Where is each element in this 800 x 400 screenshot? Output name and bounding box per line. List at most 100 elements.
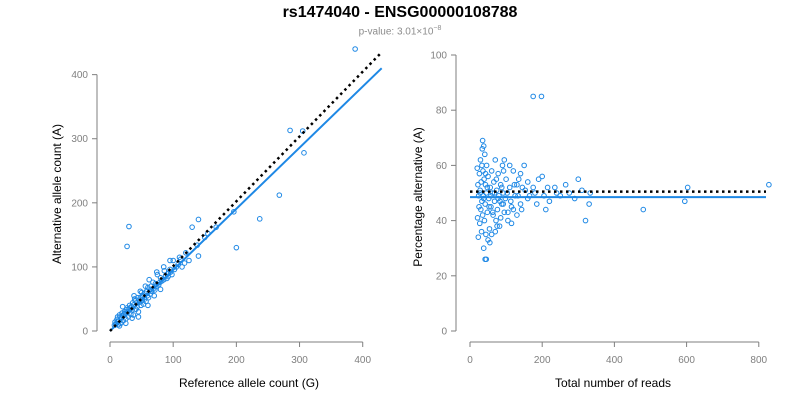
data-point <box>481 176 487 182</box>
data-point <box>287 127 293 134</box>
subtitle-prefix: p-value: 3.01×10 <box>358 26 434 38</box>
data-point <box>766 181 772 188</box>
y-tick-label: 20 <box>436 271 448 282</box>
data-point <box>490 212 496 218</box>
data-point <box>476 220 483 227</box>
data-point <box>482 151 488 158</box>
data-point <box>157 286 164 293</box>
data-point <box>539 173 545 180</box>
data-point <box>499 162 506 169</box>
y-tick-label: 300 <box>71 134 88 145</box>
data-point <box>546 198 553 205</box>
y-tick-label: 400 <box>71 70 88 81</box>
data-point <box>183 250 189 256</box>
data-point <box>530 93 536 100</box>
y-tick-label: 0 <box>82 327 88 338</box>
data-point <box>544 184 551 191</box>
data-point <box>494 223 500 229</box>
data-point <box>479 212 486 218</box>
data-point <box>488 231 495 238</box>
data-point <box>562 181 569 188</box>
y-tick-label: 0 <box>441 327 447 338</box>
x-axis-label: Reference allele count (G) <box>179 376 319 390</box>
data-point <box>582 217 589 224</box>
data-point <box>501 209 508 216</box>
data-point <box>145 302 151 309</box>
y-tick-label: 60 <box>436 161 448 172</box>
data-point <box>116 323 123 329</box>
data-point <box>505 217 511 224</box>
data-point <box>517 201 524 207</box>
data-point <box>493 176 500 182</box>
y-axis-label: Alternative allele count (A) <box>50 124 64 264</box>
data-point <box>121 308 128 315</box>
data-point <box>482 170 489 177</box>
x-tick-label: 300 <box>291 355 308 366</box>
data-point <box>500 168 507 174</box>
data-point <box>552 184 558 191</box>
data-point <box>497 198 503 205</box>
data-point <box>119 303 126 310</box>
data-point <box>483 162 490 169</box>
data-point <box>479 162 485 169</box>
y-tick-label: 40 <box>436 216 448 227</box>
data-point <box>476 170 483 177</box>
y-tick-label: 80 <box>436 106 448 117</box>
data-point <box>487 184 494 191</box>
data-point <box>474 165 481 171</box>
x-tick-label: 400 <box>354 355 371 366</box>
data-point <box>533 201 540 207</box>
data-point <box>160 264 167 270</box>
data-point <box>131 296 138 302</box>
data-point <box>483 231 489 238</box>
x-axis-label: Total number of reads <box>555 376 671 390</box>
x-tick-label: 400 <box>606 355 623 366</box>
data-point <box>506 162 513 169</box>
data-point <box>507 198 514 205</box>
data-point <box>480 245 487 251</box>
data-point <box>485 237 491 243</box>
chart-subtitle: p-value: 3.01×10−8 <box>0 25 800 37</box>
data-point <box>181 260 188 266</box>
data-point <box>126 302 133 309</box>
data-point <box>496 223 503 229</box>
data-point <box>276 192 283 198</box>
data-point <box>514 181 520 188</box>
data-point <box>505 209 511 216</box>
data-point <box>530 184 536 191</box>
data-point <box>135 314 142 320</box>
x-tick-label: 0 <box>107 355 113 366</box>
data-point <box>146 276 152 283</box>
data-point <box>124 243 130 250</box>
data-point <box>488 168 495 174</box>
data-point <box>114 316 120 323</box>
data-point <box>543 206 549 213</box>
data-point <box>510 168 517 174</box>
data-point <box>500 190 507 196</box>
data-point <box>167 257 173 264</box>
data-point <box>482 201 488 207</box>
data-point <box>138 289 145 296</box>
data-point <box>493 217 499 224</box>
data-point <box>171 266 178 273</box>
x-tick-label: 200 <box>534 355 551 366</box>
data-point <box>131 292 137 299</box>
data-point <box>483 256 490 263</box>
data-point <box>497 181 504 188</box>
y-tick-label: 200 <box>71 198 88 209</box>
data-point <box>130 312 137 318</box>
data-point <box>492 228 499 235</box>
panel-2: 0 200 400 600 800 0 20 40 60 80 100 Total number of… <box>411 51 772 390</box>
data-point <box>479 137 486 144</box>
data-point <box>126 223 132 230</box>
y-tick-label: 100 <box>430 51 447 62</box>
data-point <box>489 209 496 216</box>
data-point <box>488 204 494 210</box>
data-point <box>497 215 504 221</box>
fit-line <box>109 67 383 332</box>
data-point <box>524 179 531 185</box>
data-point <box>498 184 505 191</box>
data-point <box>506 184 513 191</box>
data-point <box>170 257 176 264</box>
